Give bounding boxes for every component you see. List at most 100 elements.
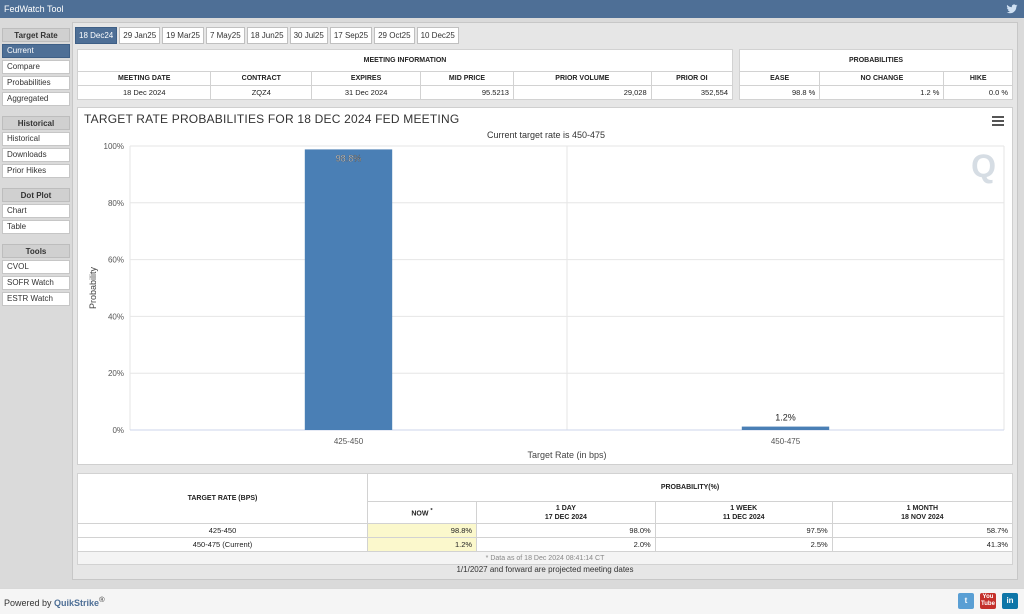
tab-29jan25[interactable]: 29 Jan25 <box>119 27 161 44</box>
sidebar-item-probabilities[interactable]: Probabilities <box>2 76 70 90</box>
sidebar-item-historical[interactable]: Historical <box>2 132 70 146</box>
bar-data-label: 98.8% <box>336 153 362 163</box>
app-shell: Target Rate Current Compare Probabilitie… <box>0 18 1024 588</box>
sidebar-item-compare[interactable]: Compare <box>2 60 70 74</box>
meeting-date-value: 18 Dec 2024 <box>76 85 212 100</box>
rate-cell: 425-450 <box>77 523 368 538</box>
col-expires: EXPIRES <box>311 71 422 86</box>
tab-18dec24[interactable]: 18 Dec24 <box>75 27 118 44</box>
bar <box>304 149 393 430</box>
one-month-cell: 58.7% <box>831 523 1014 538</box>
sidebar-item-current[interactable]: Current <box>2 44 70 58</box>
y-tick-label: 80% <box>108 199 124 208</box>
twitter-share-icon[interactable]: t <box>958 593 974 609</box>
y-tick-label: 60% <box>108 256 124 265</box>
projected-dates-note: 1/1/2027 and forward are projected meeti… <box>456 565 634 574</box>
x-tick-label: 450-475 <box>771 437 801 446</box>
meeting-tabs: 18 Dec24 29 Jan25 19 Mar25 7 May25 18 Ju… <box>75 27 461 45</box>
col-ease: EASE <box>738 71 821 86</box>
col-contract: CONTRACT <box>210 71 313 86</box>
now-cell: 1.2% <box>366 537 478 552</box>
data-as-of-note: * Data as of 18 Dec 2024 08:41:14 CT <box>77 551 1013 565</box>
app-title: FedWatch Tool <box>4 4 64 14</box>
y-tick-label: 100% <box>104 142 124 151</box>
chart-title: TARGET RATE PROBABILITIES FOR 18 DEC 202… <box>84 112 460 126</box>
sidebar-item-estr-watch[interactable]: ESTR Watch <box>2 292 70 306</box>
meeting-info-table: MEETING INFORMATION MEETING DATE CONTRAC… <box>76 49 734 100</box>
col-meeting-date: MEETING DATE <box>76 71 212 86</box>
one-week-cell: 97.5% <box>654 523 833 538</box>
youtube-icon[interactable]: You Tube <box>980 593 996 609</box>
col-1-day: 1 DAY 17 DEC 2024 <box>476 501 656 524</box>
sidebar-header-historical: Historical <box>2 116 70 130</box>
sidebar-item-table[interactable]: Table <box>2 220 70 234</box>
y-tick-label: 40% <box>108 312 124 321</box>
tab-29oct25[interactable]: 29 Oct25 <box>374 27 415 44</box>
twitter-icon[interactable] <box>1006 3 1018 15</box>
sidebar-header-dot-plot: Dot Plot <box>2 188 70 202</box>
probability-chart: 0% 20% 40% 60% 80% 100% 98.8% 425-450 1.2% 450-47… <box>88 142 1005 460</box>
col-1-month: 1 MONTH 18 NOV 2024 <box>831 501 1014 524</box>
sidebar-item-sofr-watch[interactable]: SOFR Watch <box>2 276 70 290</box>
probability-group-header: PROBABILITY(%) <box>367 473 1013 502</box>
tab-18jun25[interactable]: 18 Jun25 <box>246 27 288 44</box>
powered-by-footer: Powered by QuikStrike® t You Tube in <box>0 588 1024 614</box>
bar-data-label: 1.2% <box>775 413 796 423</box>
one-month-cell: 41.3% <box>831 537 1014 552</box>
quikstrike-watermark: Q <box>971 148 996 184</box>
linkedin-icon[interactable]: in <box>1002 593 1018 609</box>
prior-oi-value: 352,554 <box>650 85 734 100</box>
col-no-change: NO CHANGE <box>819 71 945 86</box>
y-tick-label: 0% <box>112 426 124 435</box>
hike-value: 0.0 % <box>943 85 1013 100</box>
now-marker: * <box>430 507 433 514</box>
prior-volume-value: 29,028 <box>512 85 652 100</box>
table-row: 450-475 (Current) 1.2% 2.0% 2.5% 41.3% <box>77 537 1014 552</box>
rate-cell: 450-475 (Current) <box>77 537 368 552</box>
meeting-info-title: MEETING INFORMATION <box>77 49 733 72</box>
sidebar-item-aggregated[interactable]: Aggregated <box>2 92 70 106</box>
sidebar: Target Rate Current Compare Probabilitie… <box>0 24 72 308</box>
tab-19mar25[interactable]: 19 Mar25 <box>162 27 204 44</box>
tab-30jul25[interactable]: 30 Jul25 <box>289 27 328 44</box>
col-mid-price: MID PRICE <box>420 71 514 86</box>
col-prior-oi: PRIOR OI <box>650 71 734 86</box>
col-target-rate: TARGET RATE (BPS) <box>77 473 368 524</box>
contract-value: ZQZ4 <box>210 85 313 100</box>
expires-value: 31 Dec 2024 <box>311 85 422 100</box>
one-week-cell: 2.5% <box>654 537 833 552</box>
no-change-value: 1.2 % <box>819 85 945 100</box>
app-titlebar: FedWatch Tool <box>0 0 1024 18</box>
bar <box>741 426 830 430</box>
y-axis-title: Probability <box>88 266 98 309</box>
x-axis-title: Target Rate (in bps) <box>527 450 606 460</box>
col-prior-volume: PRIOR VOLUME <box>512 71 652 86</box>
quikstrike-link[interactable]: QuikStrike <box>54 598 100 608</box>
sidebar-header-target-rate: Target Rate <box>2 28 70 42</box>
y-tick-label: 20% <box>108 369 124 378</box>
col-1-week: 1 WEEK 11 DEC 2024 <box>654 501 833 524</box>
hamburger-menu-icon[interactable] <box>992 116 1004 126</box>
now-cell: 98.8% <box>366 523 478 538</box>
sidebar-item-downloads[interactable]: Downloads <box>2 148 70 162</box>
sidebar-item-cvol[interactable]: CVOL <box>2 260 70 274</box>
probabilities-table: PROBABILITIES EASE NO CHANGE HIKE 98.8 %… <box>738 49 1013 100</box>
col-now: NOW * <box>366 501 478 524</box>
tab-17sep25[interactable]: 17 Sep25 <box>329 27 373 44</box>
sidebar-header-tools: Tools <box>2 244 70 258</box>
chart-subtitle: Current target rate is 450-475 <box>486 130 606 140</box>
probabilities-title: PROBABILITIES <box>739 49 1013 72</box>
tab-7may25[interactable]: 7 May25 <box>205 27 245 44</box>
sidebar-item-prior-hikes[interactable]: Prior Hikes <box>2 164 70 178</box>
table-row: 425-450 98.8% 98.0% 97.5% 58.7% <box>77 523 1014 538</box>
powered-by-text: Powered by QuikStrike® <box>4 595 105 608</box>
col-hike: HIKE <box>943 71 1013 86</box>
probability-history-table: TARGET RATE (BPS) PROBABILITY(%) NOW * 1… <box>77 473 1014 565</box>
ease-value: 98.8 % <box>738 85 821 100</box>
sidebar-item-chart[interactable]: Chart <box>2 204 70 218</box>
main-panel: 18 Dec24 29 Jan25 19 Mar25 7 May25 18 Ju… <box>72 22 1018 580</box>
one-day-cell: 98.0% <box>476 523 656 538</box>
tab-10dec25[interactable]: 10 Dec25 <box>416 27 459 44</box>
one-day-cell: 2.0% <box>476 537 656 552</box>
mid-price-value: 95.5213 <box>420 85 514 100</box>
